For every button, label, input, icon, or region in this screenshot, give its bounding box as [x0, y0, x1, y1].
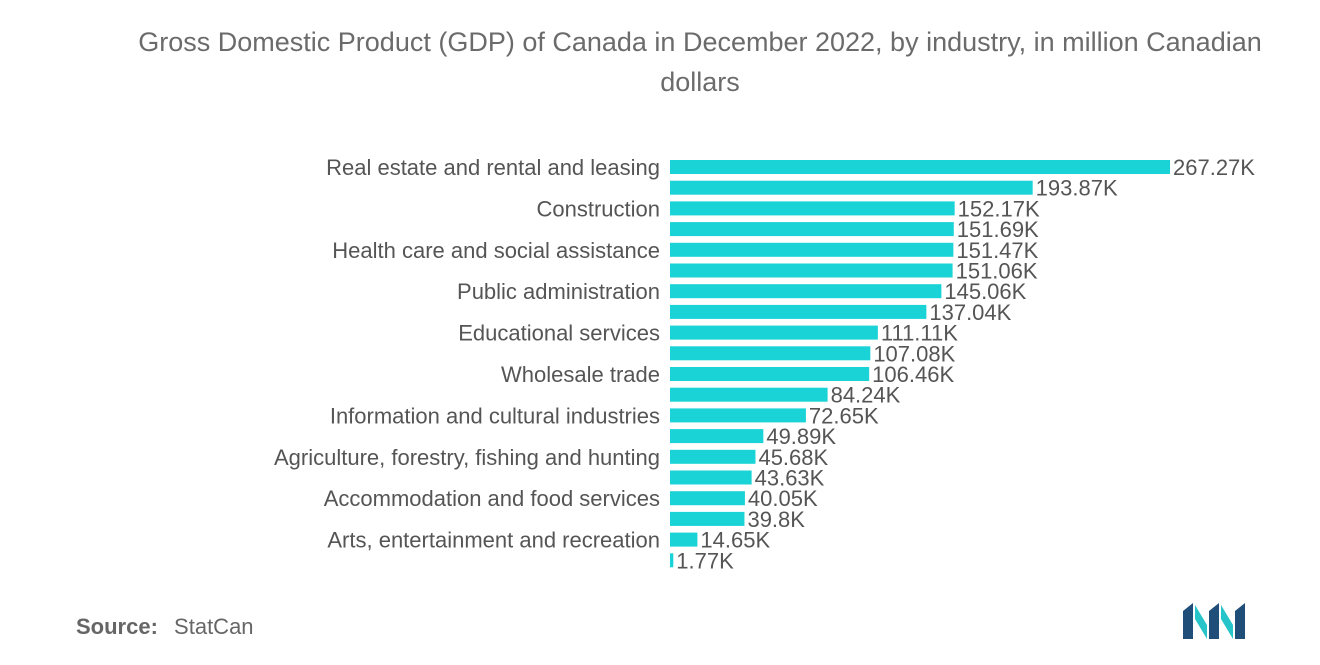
bar — [670, 367, 870, 381]
bar-chart: Real estate and rental and leasing Constr… — [274, 155, 1255, 573]
value-labels: 267.27K 193.87K152.17K151.69K151.47K151.0… — [676, 155, 1255, 573]
value-label: 267.27K — [1173, 155, 1255, 180]
source-label: Source: — [76, 614, 158, 639]
bar — [670, 242, 954, 257]
category-label: Accommodation and food services — [324, 486, 660, 511]
category-label: Construction — [536, 196, 660, 221]
value-label: 84.24K — [831, 383, 901, 408]
category-labels: Real estate and rental and leasing Constr… — [274, 155, 660, 553]
bar — [670, 470, 752, 485]
category-label: Agriculture, forestry, fishing and hunti… — [274, 445, 660, 470]
category-label: Public administration — [457, 279, 660, 304]
value-label: 40.05K — [748, 486, 818, 511]
value-label: 49.89K — [766, 424, 836, 449]
bar — [670, 532, 698, 547]
value-label: 111.11K — [881, 321, 958, 346]
bar — [670, 180, 1033, 195]
value-label: 151.69K — [957, 217, 1039, 242]
bar — [670, 387, 828, 402]
chart-title: Gross Domestic Product (GDP) of Canada i… — [138, 27, 1262, 97]
value-label: 152.17K — [958, 196, 1040, 221]
bar — [670, 284, 942, 299]
source-value: StatCan — [174, 614, 254, 639]
category-label: Health care and social assistance — [332, 238, 660, 263]
bar — [670, 263, 953, 278]
bar — [670, 429, 764, 444]
bar — [670, 511, 745, 526]
source-line: Source: StatCan — [76, 614, 254, 640]
bar — [670, 553, 674, 568]
value-label: 145.06K — [944, 279, 1026, 304]
value-label: 137.04K — [929, 300, 1011, 325]
bar — [670, 304, 927, 319]
category-label: Information and cultural industries — [330, 403, 660, 428]
bar — [670, 491, 745, 506]
bar — [670, 408, 806, 423]
value-label: 151.06K — [956, 259, 1038, 284]
bar — [670, 325, 878, 340]
value-label: 45.68K — [758, 445, 828, 470]
bar — [670, 160, 1170, 174]
category-label: Real estate and rental and leasing — [326, 155, 660, 180]
bar — [670, 201, 955, 216]
value-label: 107.08K — [873, 341, 955, 366]
mordor-logo-icon — [1183, 603, 1245, 639]
value-label: 43.63K — [755, 466, 825, 491]
bar — [670, 222, 954, 237]
value-label: 106.46K — [872, 362, 954, 387]
bars-layer — [670, 160, 1170, 568]
category-label: Wholesale trade — [501, 362, 660, 387]
value-label: 72.65K — [809, 403, 879, 428]
category-label: Educational services — [458, 321, 660, 346]
value-label: 14.65K — [700, 528, 770, 553]
value-label: 193.87K — [1036, 176, 1118, 201]
bar — [670, 346, 871, 361]
value-label: 1.77K — [676, 548, 734, 573]
value-label: 151.47K — [956, 238, 1038, 263]
category-label: Arts, entertainment and recreation — [327, 528, 660, 553]
value-label: 39.8K — [747, 507, 805, 532]
bar — [670, 449, 756, 464]
